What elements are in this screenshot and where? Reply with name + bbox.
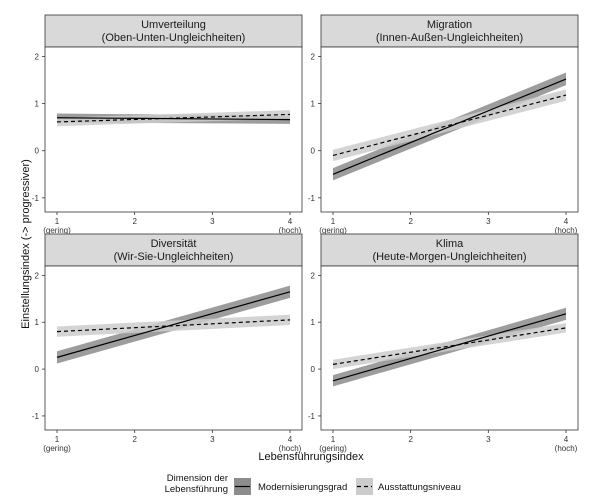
series-line-modernisierungsgrad: [332, 78, 567, 175]
panel-title: Klima (Heute-Morgen-Ungleichheiten): [372, 238, 526, 263]
panel-title-line-2: (Wir-Sie-Ungleichheiten): [114, 251, 234, 263]
x-tick-label-line: 3: [210, 217, 215, 226]
y-tick-label: 2: [35, 271, 40, 280]
confidence-band-ausstattungsniveau: [57, 314, 290, 337]
panel-1: Umverteilung (Oben-Unten-Ungleichheiten) -…: [32, 14, 303, 235]
x-tick-label-line: 2: [132, 217, 137, 226]
series-line-modernisierungsgrad: [332, 313, 567, 382]
legend-key-modernisierungsgrad: [234, 478, 251, 495]
x-tick-label: 1 (gering): [319, 435, 347, 453]
x-tick-label: 1 (gering): [43, 217, 71, 235]
y-axis-title: Einstellungsindex (-> progressiver): [20, 159, 32, 329]
y-tick-label: 0: [35, 147, 40, 156]
x-tick-label-line: 2: [408, 217, 413, 226]
x-tick-label: 2: [132, 435, 137, 444]
x-tick-label-line: 2: [132, 435, 137, 444]
x-tick-label-line: 1: [55, 435, 60, 444]
x-tick-label: 3: [210, 435, 215, 444]
x-tick-label-line: (hoch): [555, 444, 578, 453]
x-tick-label-line: 4: [564, 217, 569, 226]
x-tick-label-line: 1: [55, 217, 60, 226]
x-axis-title: Lebensführungsindex: [258, 451, 364, 463]
x-tick-label-line: (hoch): [279, 226, 302, 235]
y-tick-label: 2: [311, 271, 316, 280]
confidence-band-ausstattungsniveau: [333, 323, 566, 370]
series-line-ausstattungsniveau: [56, 113, 291, 123]
x-tick-label-line: 3: [210, 435, 215, 444]
legend-title-line: Dimension der: [167, 473, 228, 484]
x-tick-label: 4 (hoch): [555, 435, 578, 453]
x-tick-label: 3: [486, 435, 491, 444]
series-line-ausstattungsniveau: [332, 327, 567, 365]
panel-title-line-2: (Heute-Morgen-Ungleichheiten): [372, 251, 526, 263]
panel-title: Migration (Innen-Außen-Ungleichheiten): [376, 19, 523, 44]
x-tick-label-line: (hoch): [555, 226, 578, 235]
x-tick-label: 4 (hoch): [279, 217, 302, 235]
x-tick-label-line: 3: [486, 217, 491, 226]
x-tick-label-line: (gering): [43, 226, 71, 235]
panel-4: Klima (Heute-Morgen-Ungleichheiten) -1 0 1 2 1…: [308, 233, 579, 453]
panel-title-line-2: (Oben-Unten-Ungleichheiten): [102, 32, 246, 44]
y-tick-label: -1: [308, 194, 316, 203]
panel-title-line-1: Umverteilung: [141, 19, 206, 31]
panel-plot-area: [44, 46, 303, 213]
panel-strip: [44, 14, 303, 48]
panel-3: Diversität (Wir-Sie-Ungleichheiten) -1 0 1 2 1…: [32, 233, 303, 453]
panel-title-line-1: Migration: [427, 19, 472, 31]
y-tick-label: 2: [35, 52, 40, 61]
legend: Dimension der Lebensführung Modernisierung…: [165, 473, 461, 495]
x-tick-label-line: 1: [331, 217, 336, 226]
x-tick-label-line: (gering): [319, 444, 347, 453]
y-tick-label: 1: [311, 100, 316, 109]
panel-2: Migration (Innen-Außen-Ungleichheiten) -1 0…: [308, 14, 579, 235]
x-tick-label: 1 (gering): [319, 217, 347, 235]
panel-title: Umverteilung (Oben-Unten-Ungleichheiten): [102, 19, 246, 44]
x-tick-label-line: 1: [331, 435, 336, 444]
x-tick-label-line: (gering): [319, 226, 347, 235]
x-tick-label-line: 2: [408, 435, 413, 444]
y-tick-label: 1: [35, 318, 40, 327]
panel-strip: [44, 233, 303, 267]
legend-key-ausstattungsniveau: [356, 478, 373, 495]
y-tick-label: 0: [311, 365, 316, 374]
series-line-ausstattungsniveau: [332, 94, 567, 157]
x-tick-label-line: 4: [288, 217, 293, 226]
x-tick-label-line: 3: [486, 435, 491, 444]
y-tick-label: 1: [311, 318, 316, 327]
panels: Umverteilung (Oben-Unten-Ungleichheiten) -…: [32, 14, 579, 453]
x-tick-label: 4 (hoch): [279, 435, 302, 453]
x-tick-label-line: (gering): [43, 444, 71, 453]
legend-title: Dimension der Lebensführung: [165, 473, 228, 495]
x-tick-label: 3: [486, 217, 491, 226]
legend-label: Ausstattungsniveau: [378, 482, 461, 493]
series-line-modernisierungsgrad: [56, 291, 291, 358]
y-tick-label: -1: [32, 412, 40, 421]
y-tick-label: 1: [35, 100, 40, 109]
panel-title-line-1: Klima: [436, 238, 464, 250]
y-tick-label: -1: [308, 412, 316, 421]
panel-title-line-2: (Innen-Außen-Ungleichheiten): [376, 32, 523, 44]
panel-title-line-1: Diversität: [151, 238, 197, 250]
legend-label: Modernisierungsgrad: [258, 482, 347, 493]
x-tick-label: 1 (gering): [43, 435, 71, 453]
x-tick-label-line: 4: [288, 435, 293, 444]
y-tick-label: 2: [311, 52, 316, 61]
x-tick-label: 3: [210, 217, 215, 226]
x-tick-label-line: (hoch): [279, 444, 302, 453]
x-tick-label: 2: [408, 217, 413, 226]
y-tick-label: 0: [35, 365, 40, 374]
y-tick-label: -1: [32, 194, 40, 203]
x-tick-label: 2: [408, 435, 413, 444]
series-line-ausstattungsniveau: [56, 319, 291, 333]
series-line-modernisierungsgrad: [56, 117, 291, 121]
x-tick-label-line: 4: [564, 435, 569, 444]
x-tick-label: 2: [132, 217, 137, 226]
x-tick-label: 4 (hoch): [555, 217, 578, 235]
y-tick-label: 0: [311, 147, 316, 156]
legend-title-line: Lebensführung: [165, 484, 228, 495]
panel-title: Diversität (Wir-Sie-Ungleichheiten): [114, 238, 234, 263]
